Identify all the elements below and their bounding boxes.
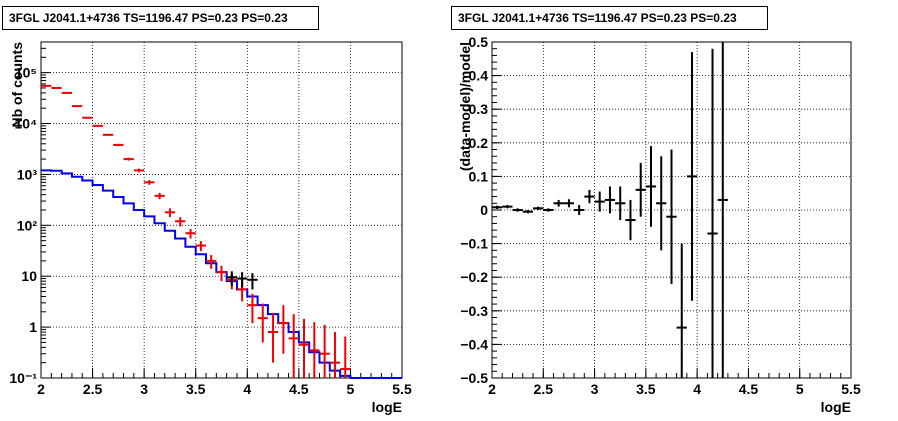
left-ytick-label: 10³ — [17, 166, 38, 182]
right-xtick-label: 3 — [591, 381, 599, 397]
left-ytick-label: 10⁵ — [15, 65, 37, 81]
left-xtick-label: 5.5 — [392, 381, 412, 397]
right-ytick-label: 0.4 — [469, 68, 489, 84]
residuals-plot: 2 2.5 3 3.5 4 4.5 5 5.5 −0.5 −0.4 −0.3 −0.2 −0.1 0 0.1… — [460, 34, 861, 397]
left-xtick-label: 4.5 — [289, 381, 309, 397]
right-ytick-label: 0.3 — [469, 101, 489, 117]
left-xtick-label: 3 — [140, 381, 148, 397]
left-xtick-label: 2 — [37, 381, 45, 397]
left-xtick-label: 5 — [347, 381, 355, 397]
right-ytick-label: −0.1 — [460, 236, 488, 252]
right-ytick-label: 0.1 — [469, 168, 489, 184]
right-ytick-label: −0.5 — [460, 370, 488, 386]
right-ytick-label: 0 — [480, 202, 488, 218]
right-xtick-label: 2.5 — [534, 381, 554, 397]
xlabel-left: logE — [372, 399, 402, 415]
counts-plot: 2 2.5 3 3.5 4 4.5 5 5.5 10⁻¹ 1 10 10² 10³ 10⁴ 10⁵ — [9, 41, 412, 397]
left-xtick-label: 4 — [243, 381, 251, 397]
right-xtick-label: 3.5 — [636, 381, 656, 397]
ylabel-right: (data-model)/model — [457, 42, 473, 171]
right-ytick-label: −0.3 — [460, 303, 488, 319]
right-xtick-label: 2 — [488, 381, 496, 397]
left-ytick-label: 10² — [17, 217, 38, 233]
left-ytick-label: 10 — [21, 268, 37, 284]
model-histogram — [41, 169, 402, 379]
left-xtick-label: 2.5 — [83, 381, 103, 397]
right-xtick-label: 5.5 — [841, 381, 861, 397]
ylabel-left: Nb of counts — [9, 42, 25, 128]
left-ytick-label: 10⁻¹ — [9, 370, 37, 386]
chart-title-left: 3FGL J2041.1+4736 TS=1196.47 PS=0.23 PS=… — [2, 6, 319, 30]
right-ytick-label: 0.2 — [469, 135, 489, 151]
right-xtick-label: 4.5 — [739, 381, 759, 397]
right-ytick-label: −0.4 — [460, 336, 488, 352]
left-ytick-label: 10⁴ — [15, 116, 38, 132]
right-xtick-label: 4 — [693, 381, 701, 397]
xlabel-right: logE — [821, 399, 851, 415]
right-xtick-label: 5 — [796, 381, 804, 397]
right-ytick-label: 0.5 — [469, 34, 489, 50]
left-frame — [40, 41, 403, 379]
left-ytick-label: 1 — [29, 319, 37, 335]
chart-title-right: 3FGL J2041.1+4736 TS=1196.47 PS=0.23 PS=… — [451, 6, 768, 30]
right-ytick-label: −0.2 — [460, 269, 488, 285]
left-xtick-label: 3.5 — [186, 381, 206, 397]
